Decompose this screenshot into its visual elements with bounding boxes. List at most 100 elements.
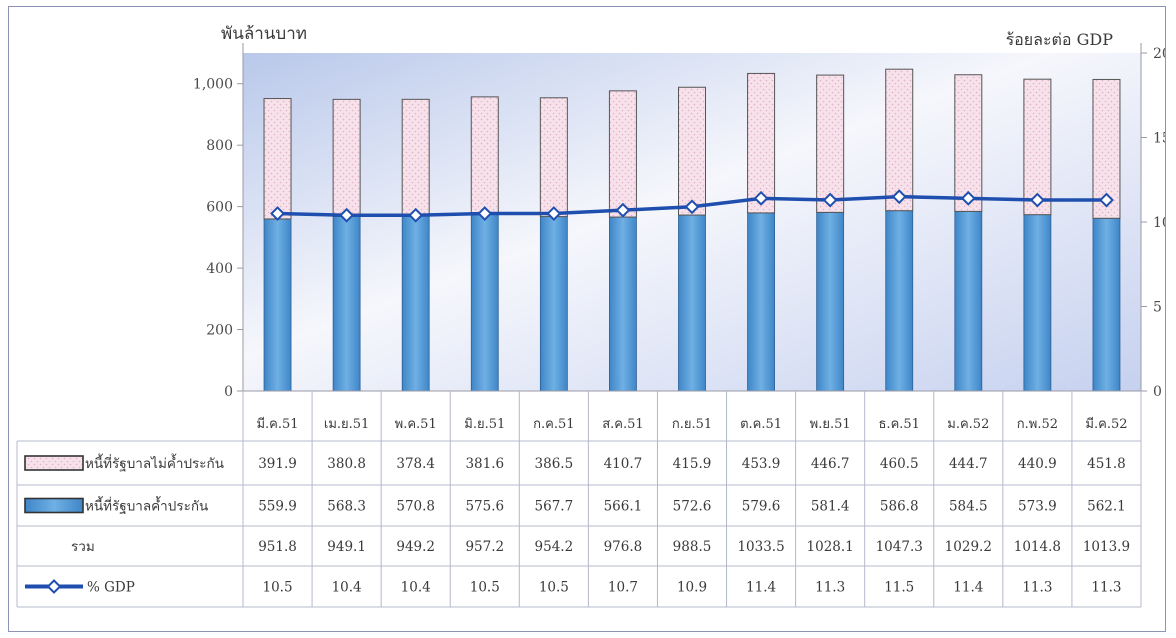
x-tick-label: มี.ค.51 — [256, 416, 298, 432]
bar-non-guaranteed — [539, 97, 568, 218]
left-tick-label: 0 — [224, 384, 233, 400]
legend-swatch-guaranteed — [24, 497, 84, 514]
bar-non-guaranteed — [678, 86, 706, 216]
bar-guaranteed — [885, 210, 914, 392]
table-row-label: หนี้ที่รัฐบาลไม่ค้ำประกัน — [85, 453, 224, 472]
x-tick-label: เม.ย.51 — [324, 417, 369, 432]
left-axis: 0 200 400 600 800 1,000 — [193, 43, 244, 400]
bar-guaranteed — [470, 213, 499, 392]
table-cell: 575.6 — [465, 499, 504, 515]
table-cell: 10.5 — [470, 580, 500, 596]
right-axis: 0 5 10 15 20 — [1140, 43, 1171, 400]
bar-non-guaranteed — [747, 72, 776, 214]
table-row-label: หนี้ที่รัฐบาลค้ำประกัน — [85, 496, 208, 515]
table-cell: 415.9 — [673, 456, 712, 472]
table-cell: 453.9 — [742, 456, 781, 472]
gdp-marker — [615, 202, 631, 218]
table-cell: 1029.2 — [945, 539, 992, 555]
bar-guaranteed — [678, 214, 706, 392]
x-tick-label: ม.ค.52 — [947, 417, 989, 432]
table-cell: 579.6 — [742, 499, 781, 515]
table-cell: 957.2 — [465, 539, 504, 555]
table-cell: 380.8 — [327, 456, 366, 472]
table-cell: 460.5 — [880, 456, 919, 472]
gdp-marker — [684, 199, 700, 215]
table-cell: 568.3 — [327, 499, 366, 515]
table-cell: 1013.9 — [1083, 539, 1130, 555]
chart-frame: พันล้านบาท ร้อยละต่อ GDP 0 200 400 600 800 1,… — [8, 6, 1171, 632]
bar-non-guaranteed — [1023, 78, 1052, 216]
table-cell: 581.4 — [811, 499, 850, 515]
bar-non-guaranteed — [401, 98, 430, 217]
gdp-marker — [270, 206, 285, 221]
table-cell: 573.9 — [1018, 499, 1057, 515]
table-cell: 10.5 — [263, 580, 293, 596]
table-cell: 11.4 — [953, 580, 983, 596]
gdp-marker — [546, 206, 562, 221]
table-cell: 1028.1 — [807, 539, 854, 555]
bar-non-guaranteed — [470, 96, 499, 215]
table-cell: 586.8 — [880, 499, 919, 515]
gdp-marker — [339, 207, 355, 223]
table-cell: 11.3 — [1091, 580, 1121, 596]
right-tick-label: 10 — [1153, 215, 1165, 231]
legend-swatch-non-guaranteed — [24, 455, 84, 471]
bar-guaranteed — [332, 215, 361, 392]
left-axis-title: พันล้านบาท — [221, 24, 307, 44]
x-tick-label: พ.ย.51 — [810, 417, 851, 432]
table-cell: 11.3 — [1022, 580, 1052, 596]
table-cell: 10.4 — [332, 580, 362, 596]
bar-non-guaranteed — [608, 90, 637, 218]
table-cell: 10.9 — [677, 580, 707, 596]
table-cell: 949.2 — [396, 539, 435, 555]
left-tick-label: 400 — [206, 261, 233, 277]
table-row-label: รวม — [71, 539, 95, 555]
legend-swatch-gdp-marker — [46, 579, 62, 594]
bar-guaranteed — [609, 216, 637, 392]
table-cell: 954.2 — [535, 539, 574, 555]
x-tick-label: ต.ค.51 — [740, 417, 782, 432]
left-tick-label: 800 — [206, 138, 233, 154]
x-tick-label: ก.พ.52 — [1017, 417, 1058, 432]
table-row-label: % GDP — [87, 580, 135, 596]
table-cell: 566.1 — [604, 499, 643, 515]
debt-chart: พันล้านบาท ร้อยละต่อ GDP 02004006008001,… — [16, 24, 1171, 608]
table-cell: 410.7 — [604, 456, 643, 472]
table-cell: 584.5 — [949, 499, 988, 515]
bar-guaranteed — [263, 218, 292, 392]
table-cell: 559.9 — [258, 499, 297, 515]
table-cell: 572.6 — [673, 499, 712, 515]
right-tick-label: 15 — [1153, 131, 1165, 147]
x-tick-label: พ.ค.51 — [395, 417, 437, 432]
gdp-marker — [477, 206, 493, 221]
gdp-line-series — [270, 189, 1114, 223]
table-cell: 446.7 — [811, 456, 850, 472]
gdp-marker — [408, 207, 424, 223]
table-cell: 444.7 — [949, 456, 988, 472]
table-cell: 949.1 — [327, 539, 366, 555]
table-cell: 988.5 — [673, 539, 712, 555]
table-cell: 567.7 — [535, 499, 574, 515]
gdp-marker — [1099, 192, 1114, 208]
right-axis-title: ร้อยละต่อ GDP — [1006, 30, 1114, 49]
table-cell: 451.8 — [1087, 456, 1126, 472]
table-cell: 440.9 — [1018, 456, 1057, 472]
left-tick-label: 600 — [206, 200, 233, 216]
table-cell: 10.7 — [608, 580, 638, 596]
table-cell: 1014.8 — [1014, 539, 1061, 555]
x-tick-label: ก.ค.51 — [533, 417, 574, 432]
gdp-marker — [891, 189, 907, 205]
bar-guaranteed — [1092, 217, 1121, 392]
table-cell: 1047.3 — [876, 539, 923, 555]
gdp-marker — [1029, 192, 1045, 208]
bar-guaranteed — [816, 211, 845, 392]
x-tick-label: ธ.ค.51 — [879, 417, 920, 432]
bar-non-guaranteed — [332, 98, 361, 217]
bar-non-guaranteed — [816, 74, 845, 213]
right-tick-label: 20 — [1153, 46, 1165, 62]
table-cell: 391.9 — [258, 456, 297, 472]
data-table: มี.ค.51 เม.ย.51 พ.ค.51 มิ.ย.51 ก.ค.51 ส.ค.51 ก… — [16, 391, 1142, 608]
table-cell: 976.8 — [604, 539, 643, 555]
table-cell: 951.8 — [258, 539, 297, 555]
bar-series — [263, 68, 1121, 392]
